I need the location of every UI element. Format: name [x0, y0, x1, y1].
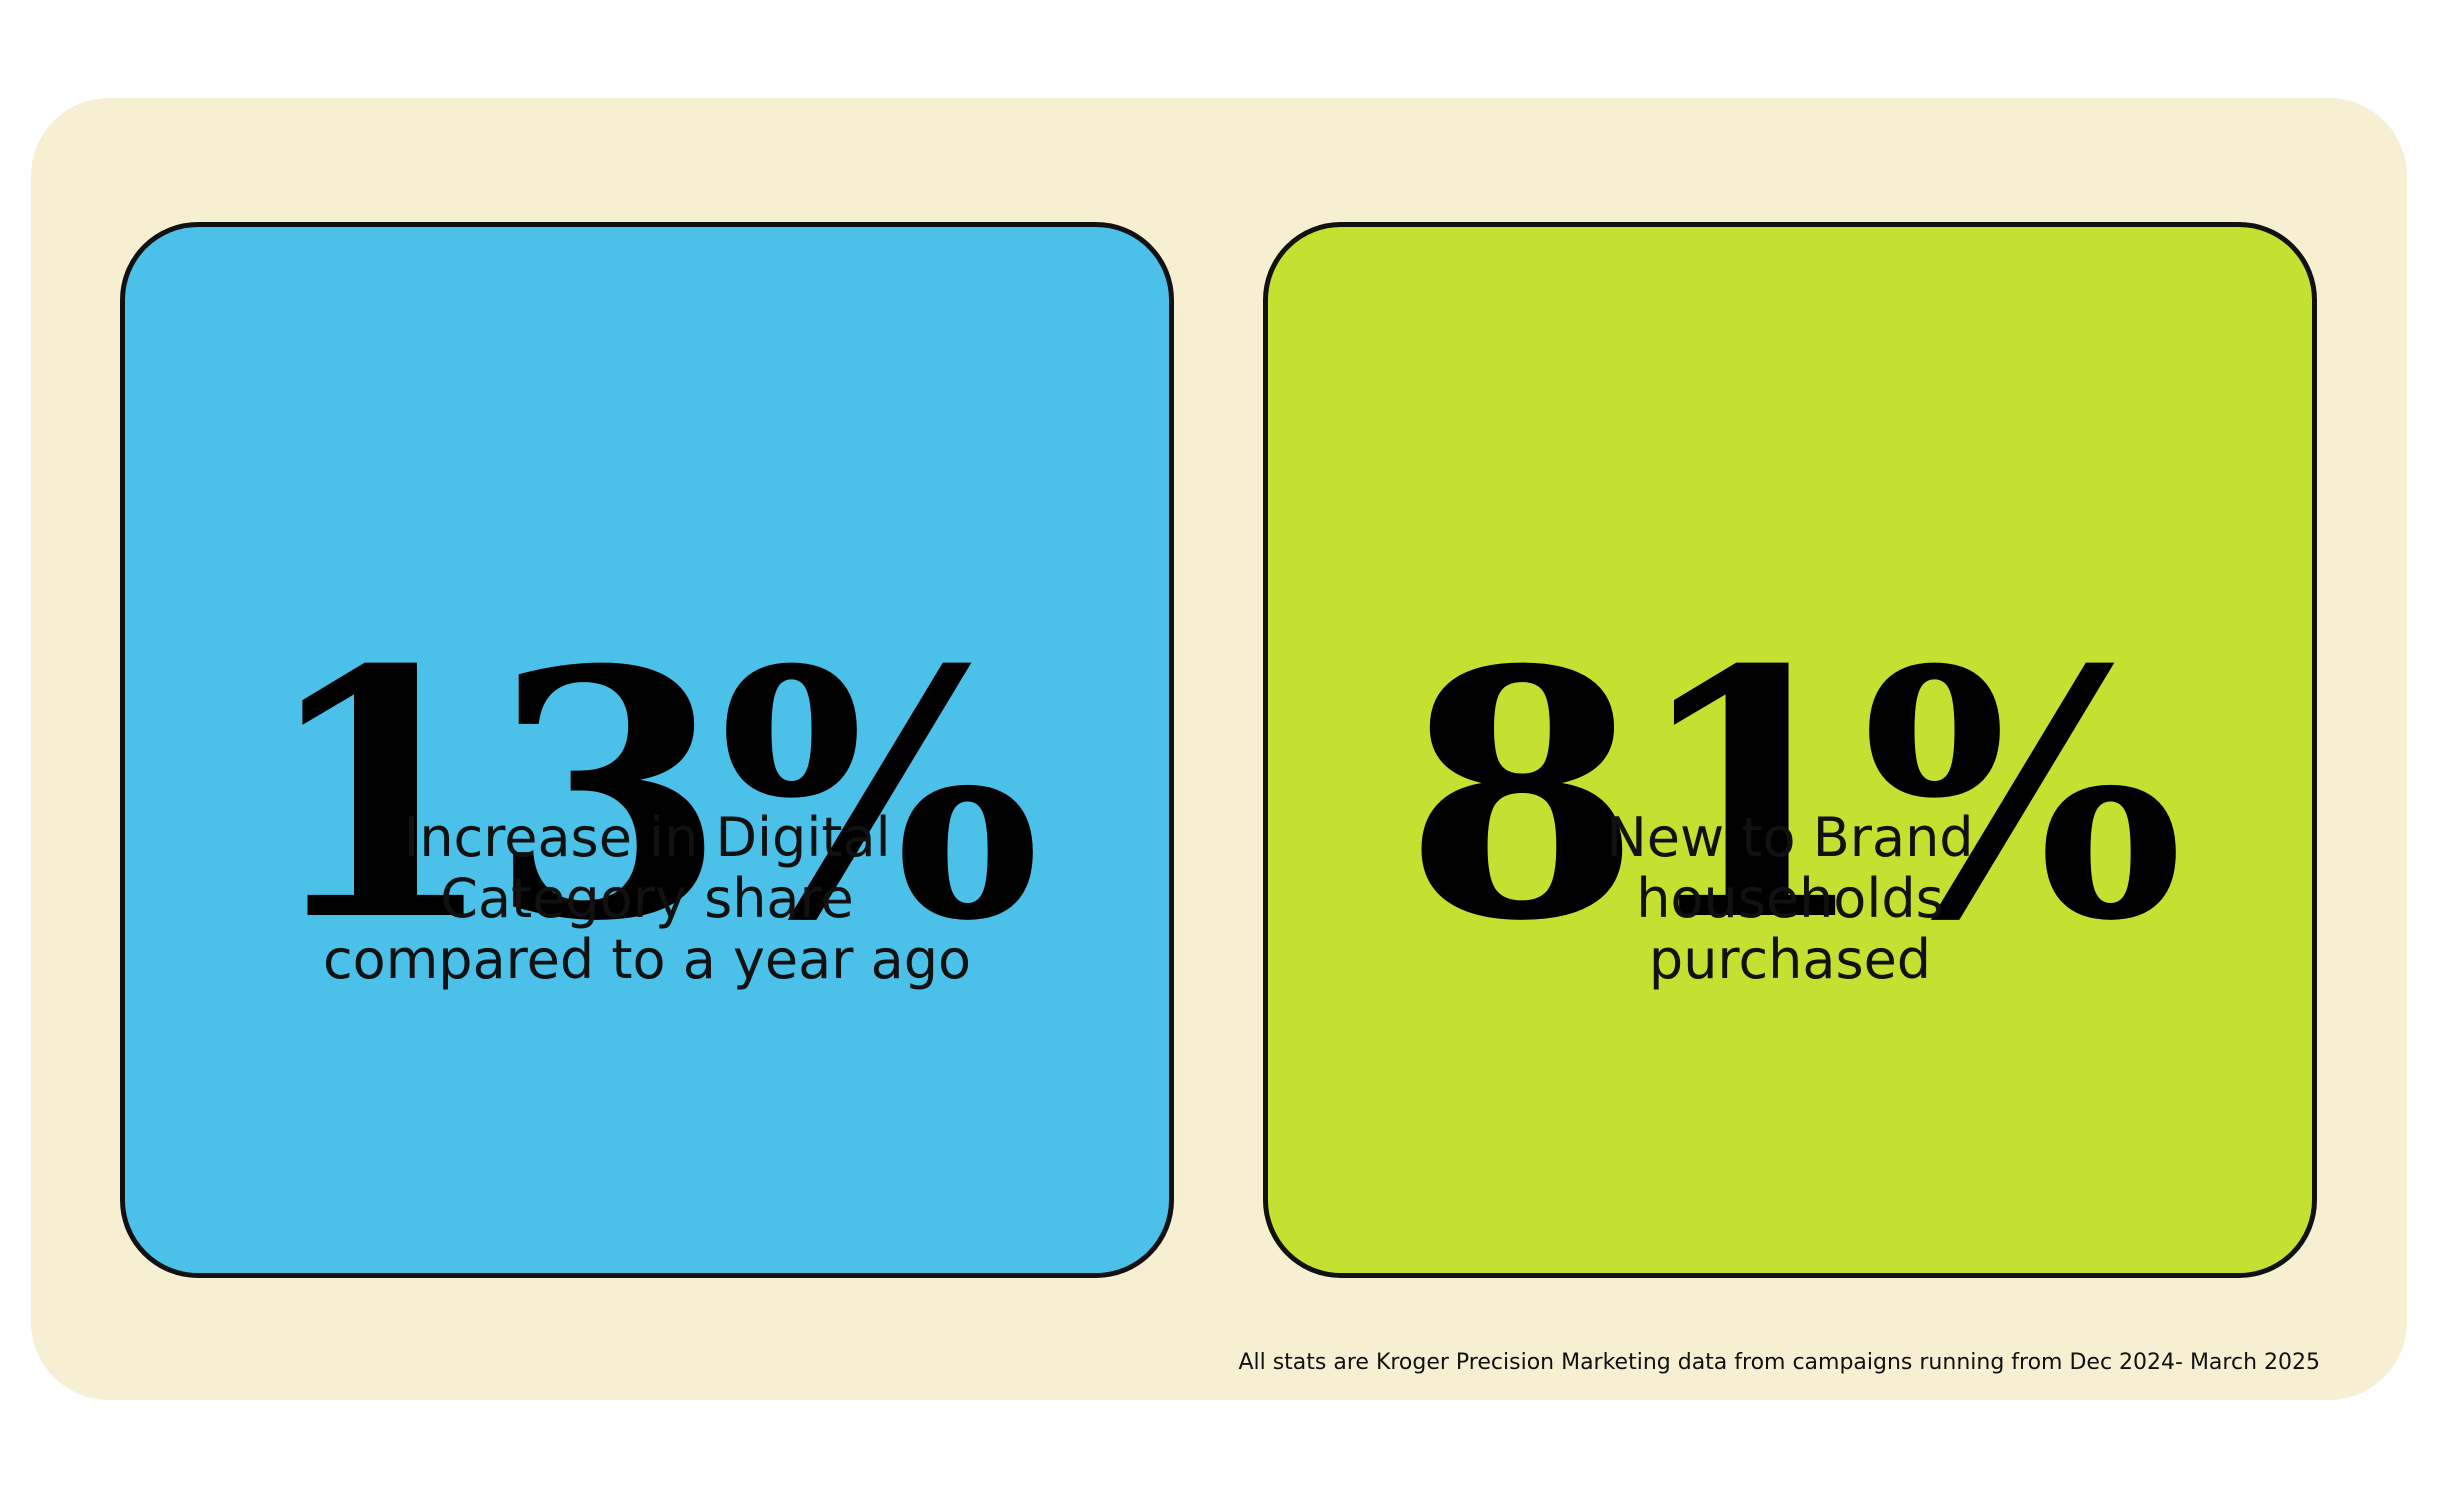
label-line: compared to a year ago [322, 928, 972, 991]
label-line: Category share [440, 867, 854, 930]
label-line: New to Brand [1606, 806, 1974, 869]
stat-value: 13% [260, 597, 1041, 996]
stat-value: 81% [1403, 597, 2184, 996]
stat-label: Increase in Digital Category share compare… [125, 807, 1169, 990]
footnote: All stats are Kroger Precision Marketing… [1238, 1350, 2320, 1375]
label-line: purchased [1648, 928, 1932, 991]
label-line: households [1636, 867, 1944, 930]
stat-card: 13% Increase in Digital Category share comp… [120, 222, 1174, 1278]
stat-label: New to Brand households purchased [1268, 807, 2312, 990]
label-line: Increase in Digital [403, 806, 891, 869]
stat-card: 81% New to Brand households purchased [1263, 222, 2317, 1278]
